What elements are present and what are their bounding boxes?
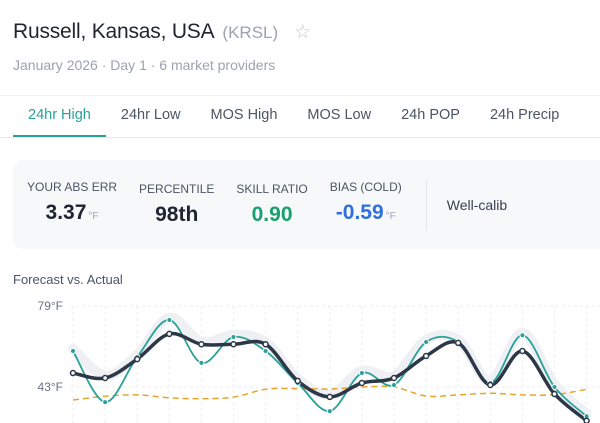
- location-name: Russell, Kansas, USA: [13, 20, 215, 43]
- actual-point: [198, 341, 205, 348]
- stat-value: 3.37 °F: [45, 201, 99, 224]
- forecast-point: [70, 348, 76, 354]
- actual-point: [133, 355, 141, 363]
- forecast-point: [166, 316, 173, 323]
- stat-value: -0.59 °F: [335, 201, 396, 224]
- stat-label: PERCENTILE: [139, 182, 215, 196]
- forecast-point: [230, 334, 237, 341]
- stat-label: YOUR ABS ERR: [27, 180, 118, 194]
- forecast-point: [198, 359, 205, 366]
- actual-point: [101, 374, 109, 382]
- subtitle: January 2026 · Day 1 · 6 market provider…: [13, 57, 276, 73]
- actual-point: [390, 374, 398, 382]
- chart-title: Forecast vs. Actual: [13, 272, 123, 287]
- forecast-point: [519, 332, 526, 339]
- actual-point: [519, 347, 526, 355]
- actual-point: [326, 393, 334, 401]
- forecast-point: [358, 370, 365, 377]
- forecast-point: [423, 339, 430, 345]
- actual-point: [69, 369, 77, 377]
- y-tick-label: 43°F: [38, 380, 63, 394]
- actual-point: [230, 341, 237, 348]
- tab-mos-high[interactable]: MOS High: [210, 107, 278, 123]
- actual-point: [551, 390, 558, 398]
- y-tick-label: 79°F: [38, 299, 63, 313]
- star-icon[interactable]: ☆: [294, 22, 312, 43]
- tab-mos-low[interactable]: MOS Low: [307, 107, 372, 123]
- forecast-point: [326, 408, 333, 415]
- tab-bar: 24hr High 24hr Low MOS High MOS Low 24h …: [0, 95, 600, 138]
- forecast-point: [102, 399, 109, 406]
- stats-divider: [425, 179, 427, 230]
- stat-value: 98th: [155, 203, 199, 226]
- actual-point: [454, 339, 462, 347]
- actual-point: [583, 417, 590, 423]
- stat-skill-ratio: SKILL RATIO 0.90: [236, 182, 307, 227]
- stat-bias: BIAS (COLD) -0.59 °F: [330, 180, 402, 229]
- forecast-point: [391, 381, 397, 388]
- forecast-point: [551, 384, 558, 390]
- actual-point: [487, 381, 494, 389]
- page-header: Russell, Kansas, USA (KRSL) ☆: [13, 20, 311, 44]
- forecast-chart: 79°F 43°F: [38, 299, 600, 423]
- tab-24h-precip[interactable]: 24h Precip: [489, 107, 560, 123]
- tab-24h-pop[interactable]: 24h POP: [401, 107, 460, 123]
- stats-card: YOUR ABS ERR 3.37 °F PERCENTILE 98th SKILL …: [13, 160, 600, 249]
- stat-abs-err: YOUR ABS ERR 3.37 °F: [27, 180, 117, 229]
- station-code: (KRSL): [222, 23, 279, 42]
- actual-point: [422, 352, 430, 360]
- actual-point: [262, 341, 269, 348]
- forecast-point: [262, 348, 269, 354]
- calibration-label: Well-calib: [446, 196, 508, 213]
- actual-point: [358, 379, 366, 387]
- stat-value: 0.90: [251, 203, 293, 226]
- tab-24hr-low[interactable]: 24hr Low: [120, 107, 181, 123]
- actual-point: [166, 330, 173, 338]
- tab-24hr-high[interactable]: 24hr High: [13, 96, 106, 137]
- stat-label: SKILL RATIO: [236, 182, 308, 196]
- stat-percentile: PERCENTILE 98th: [139, 182, 214, 227]
- stat-label: BIAS (COLD): [329, 180, 402, 194]
- actual-point: [294, 377, 301, 385]
